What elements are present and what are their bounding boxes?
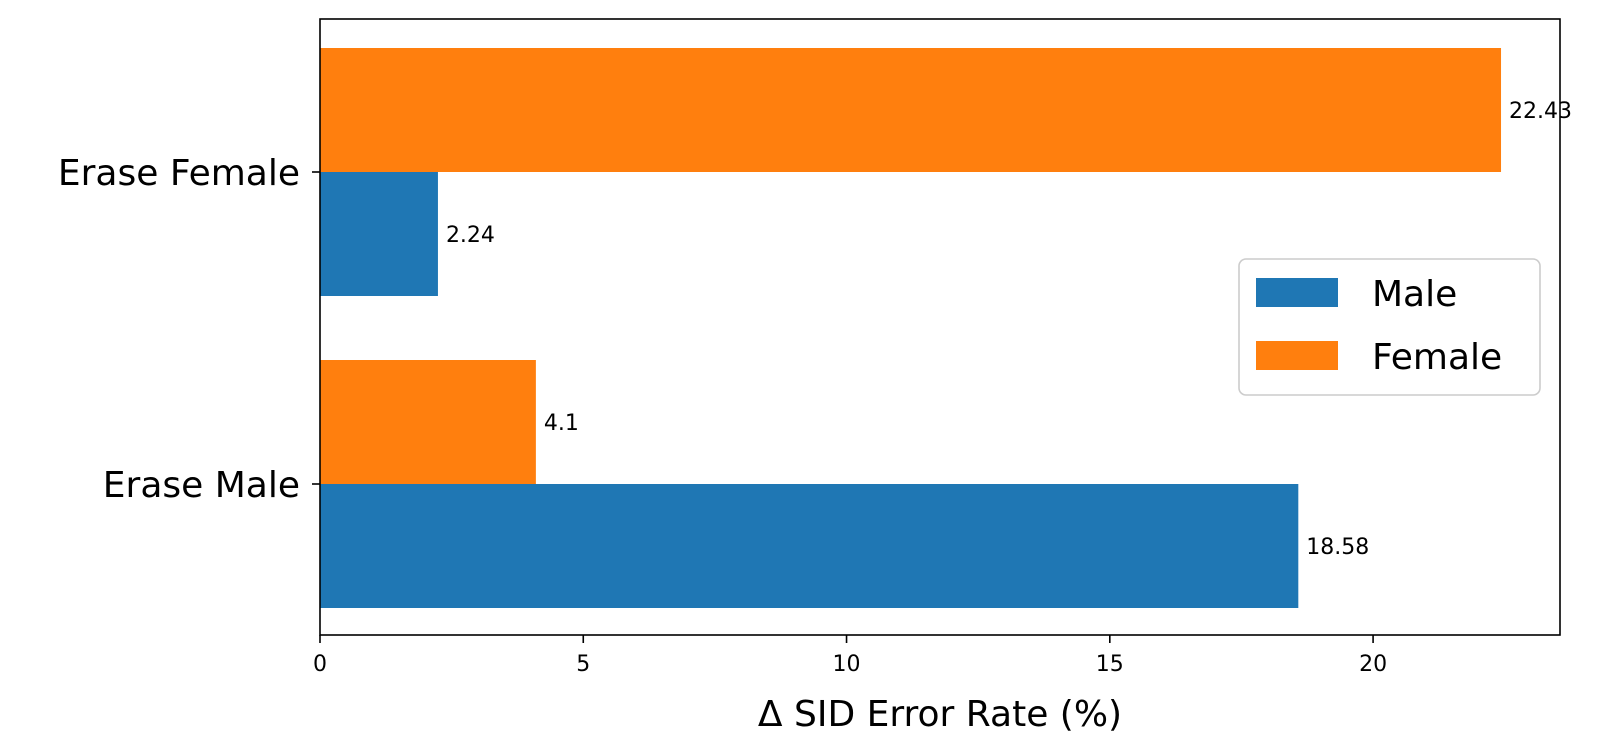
x-axis: 0 5 10 15 20	[313, 635, 1387, 677]
x-tick-label: 5	[576, 652, 590, 677]
data-labels-layer: 18.58 2.24 4.1 22.43	[446, 99, 1572, 560]
y-category-label: Erase Male	[103, 465, 300, 506]
x-tick-label: 15	[1096, 652, 1124, 677]
legend-label-female: Female	[1372, 337, 1502, 378]
plot-frame	[319, 18, 1561, 636]
bars-layer	[320, 48, 1502, 608]
y-axis: Erase Male Erase Female	[58, 153, 320, 506]
data-label-female-erase-male: 4.1	[544, 411, 579, 436]
data-label-male-erase-male: 18.58	[1306, 535, 1369, 560]
x-tick-label: 10	[833, 652, 861, 677]
bar-female-erase-male	[320, 360, 536, 484]
x-tick-label: 20	[1359, 652, 1387, 677]
legend-label-male: Male	[1372, 274, 1457, 315]
legend-swatch-female	[1256, 341, 1338, 370]
bar-female-erase-female	[320, 48, 1502, 172]
legend-swatch-male	[1256, 278, 1338, 307]
bar-male-erase-female	[320, 172, 438, 296]
x-axis-title: Δ SID Error Rate (%)	[758, 694, 1122, 735]
data-label-male-erase-female: 2.24	[446, 223, 495, 248]
data-label-female-erase-female: 22.43	[1509, 99, 1572, 124]
x-tick-label: 0	[313, 652, 327, 677]
bar-male-erase-male	[320, 484, 1299, 608]
y-category-label: Erase Female	[58, 153, 300, 194]
legend: Male Female	[1238, 258, 1541, 396]
